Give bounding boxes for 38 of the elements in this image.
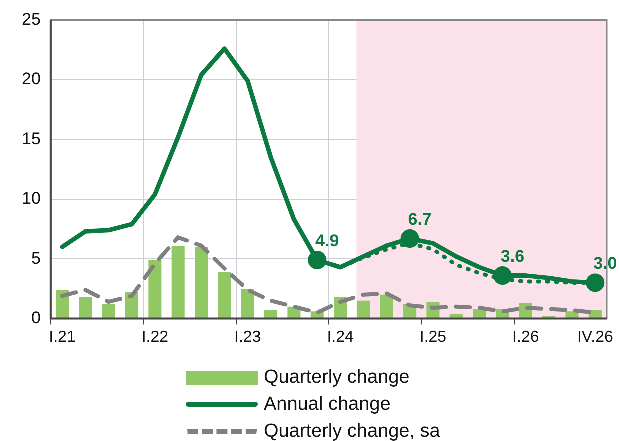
- data-label: 3.6: [500, 246, 525, 266]
- bar: [56, 290, 70, 318]
- data-label: 3.0: [594, 254, 618, 274]
- bar: [241, 288, 254, 318]
- bar: [450, 314, 463, 318]
- legend-label: Quarterly change, sa: [264, 420, 440, 441]
- x-tick-label: I.22: [142, 328, 169, 346]
- data-label: 6.7: [408, 210, 432, 229]
- bar: [172, 246, 185, 318]
- y-tick-label: 0: [31, 308, 41, 328]
- y-tick-label: 15: [22, 129, 41, 148]
- y-tick-label: 20: [22, 70, 41, 89]
- legend-label: Annual change: [264, 394, 391, 416]
- y-tick-label: 5: [31, 248, 41, 268]
- bar: [102, 304, 116, 318]
- point: [586, 274, 605, 292]
- bar: [79, 297, 92, 318]
- bar: [380, 294, 394, 318]
- bar: [218, 272, 232, 318]
- bar: [264, 310, 278, 318]
- y-tick-label: 25: [22, 10, 41, 29]
- bar: [473, 309, 486, 318]
- x-tick-label: I.25: [420, 328, 447, 346]
- bar: [566, 312, 579, 318]
- x-tick-label: I.26: [512, 328, 540, 346]
- x-tick-label: IV.26: [577, 328, 614, 346]
- point: [493, 266, 512, 286]
- data-label: 4.9: [316, 231, 340, 250]
- point: [400, 230, 420, 248]
- legend-label: Quarterly change: [264, 366, 410, 388]
- bar: [357, 300, 370, 318]
- point: [308, 251, 327, 270]
- x-tick-label: I.21: [49, 328, 76, 346]
- x-tick-label: I.23: [234, 328, 262, 346]
- bar: [148, 260, 162, 318]
- y-tick-label: 10: [22, 189, 41, 208]
- bar: [195, 247, 208, 318]
- x-tick-label: I.24: [327, 328, 354, 346]
